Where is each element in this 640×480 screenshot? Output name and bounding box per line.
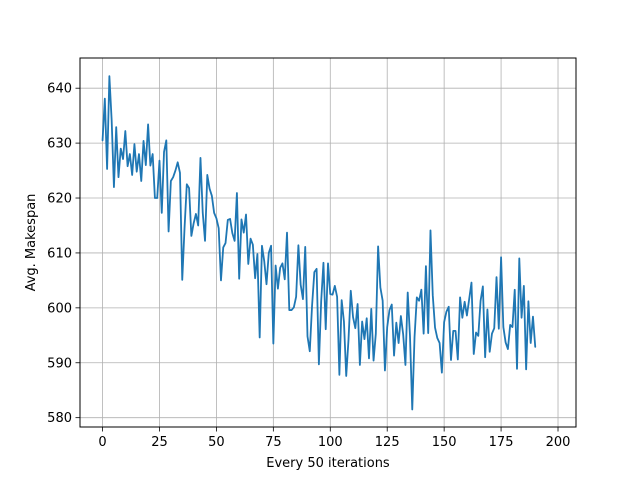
- x-tick-label: 100: [318, 435, 343, 450]
- x-tick-label: 200: [546, 435, 571, 450]
- x-tick-label: 75: [265, 435, 282, 450]
- x-tick-label: 175: [489, 435, 514, 450]
- x-tick-label: 0: [98, 435, 106, 450]
- y-tick-label: 610: [47, 246, 72, 261]
- y-tick-label: 580: [47, 411, 72, 426]
- series-layer: [101, 75, 537, 411]
- x-tick-label: 150: [432, 435, 457, 450]
- grid: [80, 58, 576, 427]
- y-tick-label: 600: [47, 301, 72, 316]
- y-tick-label: 640: [47, 82, 72, 97]
- plot-frame: [79, 57, 577, 428]
- series-line: [101, 75, 537, 411]
- ticks: 0 25 50 75 100 125 150 175 200 580 590 600 610 620 630…: [47, 82, 570, 450]
- y-tick-label: 590: [47, 356, 72, 371]
- x-axis-label: Every 50 iterations: [266, 456, 390, 471]
- x-tick-label: 25: [151, 435, 168, 450]
- y-tick-label: 630: [47, 137, 72, 152]
- y-axis-label: Avg. Makespan: [24, 194, 39, 292]
- x-tick-label: 50: [208, 435, 225, 450]
- y-tick-label: 620: [47, 192, 72, 207]
- x-tick-label: 125: [375, 435, 400, 450]
